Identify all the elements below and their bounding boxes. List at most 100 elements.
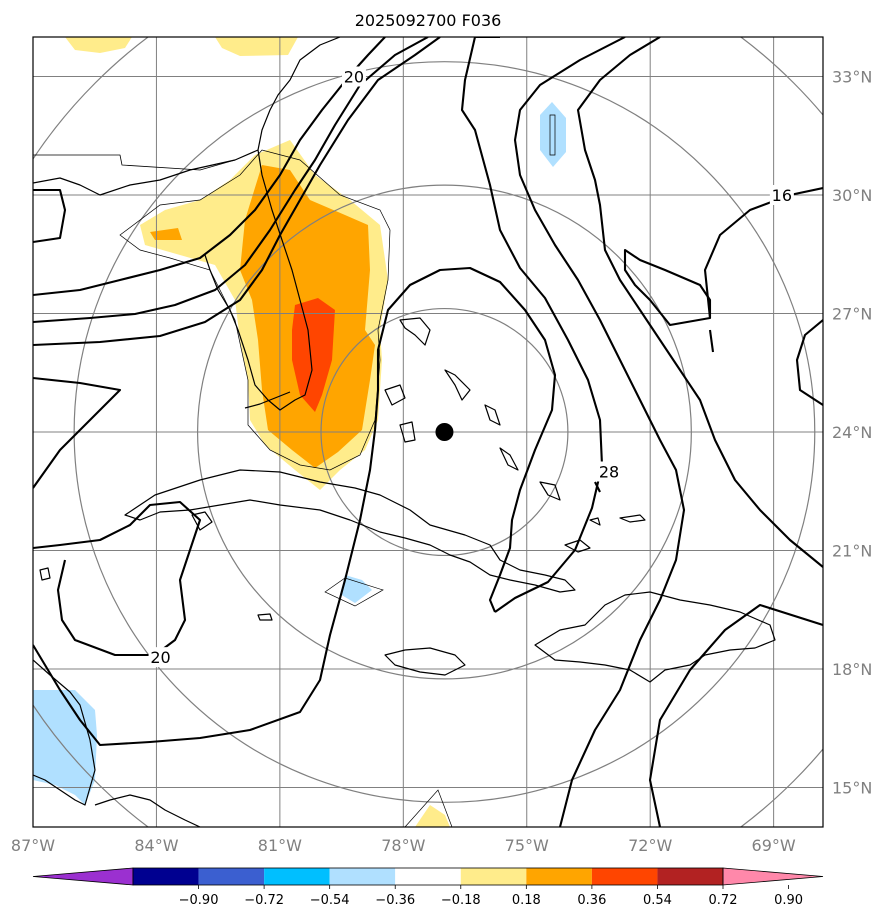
colorbar-label-1: −0.72 [244, 893, 284, 908]
coast-bahamas-1 [399, 317, 431, 346]
contour-line-14 [795, 319, 823, 406]
contour-line-4 [33, 376, 122, 489]
coast-bahamas-3 [384, 384, 406, 406]
shade-yellow-bottom [415, 805, 450, 827]
coast-bahamas-6 [499, 447, 519, 471]
colorbar-segment-7 [591, 868, 658, 885]
coastlines [33, 37, 776, 827]
contour-line-5 [33, 188, 67, 244]
coast-bahamas-7 [539, 481, 561, 501]
colorbar-label-9: 0.90 [774, 893, 803, 908]
colorbar-extend-low [32, 867, 134, 886]
outline-atlantic-rect [549, 114, 556, 156]
coast-bahamas-4 [399, 421, 416, 443]
coast-small-3 [39, 567, 51, 581]
colorbar-segment-8 [657, 868, 723, 885]
longitude-labels: 87°W 84°W 81°W 78°W 75°W 72°W 69°W [11, 836, 796, 855]
lon-label-0: 87°W [11, 836, 55, 855]
coast-gulf-north [33, 154, 236, 171]
contour-lines [33, 37, 823, 827]
lat-label-6: 33°N [832, 68, 872, 87]
shaded-field-positive [65, 37, 450, 827]
colorbar-segment-2 [264, 868, 330, 885]
storm-center-marker [435, 423, 454, 441]
contour-label-3: 20 [150, 648, 170, 667]
lat-label-1: 18°N [832, 660, 872, 679]
coast-bahamas-2 [444, 369, 471, 401]
outline-bottom-triangle [404, 789, 453, 827]
colorbar-segment-0 [133, 868, 199, 885]
coast-central-america [94, 794, 201, 827]
contour-label-2: 28 [599, 463, 619, 482]
coast-small-2 [619, 514, 646, 523]
coast-cuba [124, 469, 576, 593]
lat-label-2: 21°N [832, 542, 872, 561]
contour-line-left-loop [33, 500, 202, 657]
coast-key-west [244, 391, 291, 409]
colorbar-label-3: −0.36 [375, 893, 415, 908]
colorbar-frame [132, 867, 724, 886]
lon-label-3: 78°W [381, 836, 425, 855]
lon-label-5: 72°W [628, 836, 672, 855]
contour-label-bg-0 [341, 66, 366, 87]
lon-label-1: 84°W [134, 836, 178, 855]
lat-label-0: 15°N [832, 779, 872, 798]
coast-jamaica [384, 647, 466, 676]
contour-line-3 [33, 37, 441, 347]
shade-red-florida [292, 298, 335, 412]
coast-caicos [564, 539, 591, 553]
contour-label-bg-1 [769, 185, 794, 205]
contour-label-1: 16 [772, 186, 792, 205]
colorbar-segment-1 [198, 868, 265, 885]
figure-title: 2025092700 F036 [355, 11, 502, 30]
colorbar: −0.90 −0.72 −0.54 −0.36 −0.18 0.18 0.36 0.54 0.7… [32, 867, 824, 908]
lat-label-3: 24°N [832, 423, 872, 442]
colorbar-extend-high [722, 867, 824, 886]
colorbar-label-7: 0.54 [643, 893, 672, 908]
contour-line-9 [513, 37, 686, 827]
contour-line-7 [460, 37, 604, 613]
colorbar-label-6: 0.36 [577, 893, 606, 908]
lon-label-6: 69°W [752, 836, 796, 855]
contour-label-bg-3 [148, 647, 173, 668]
contour-label-bg-2 [597, 461, 622, 482]
colorbar-label-0: −0.90 [179, 893, 219, 908]
shade-orange-small [150, 228, 182, 240]
lat-label-5: 30°N [832, 186, 872, 205]
coast-florida [33, 37, 341, 196]
contour-line-11 [576, 37, 823, 568]
coast-hispaniola [534, 591, 776, 683]
colorbar-segment-4 [395, 868, 461, 885]
coast-yucatan [33, 659, 96, 806]
contour-line-6 [33, 266, 557, 747]
colorbar-segment-6 [526, 868, 592, 885]
colorbar-label-8: 0.72 [709, 893, 738, 908]
latitude-labels: 15°N 18°N 21°N 24°N 27°N 30°N 33°N [832, 68, 872, 798]
plot-frame [32, 36, 824, 828]
coast-small-1 [589, 517, 601, 526]
shade-blue-cuba [340, 575, 372, 603]
lon-label-2: 81°W [258, 836, 302, 855]
colorbar-label-5: 0.18 [512, 893, 541, 908]
contour-label-0: 20 [344, 68, 364, 87]
contour-labels: 20 16 28 20 [148, 66, 794, 668]
outline-cuba-diamond [324, 577, 384, 607]
colorbar-label-2: −0.54 [310, 893, 350, 908]
contour-line-12 [623, 248, 712, 327]
shade-yellow-top1 [65, 37, 132, 53]
contour-line-10 [648, 603, 823, 827]
shade-yellow-top2 [215, 37, 298, 56]
colorbar-label-4: −0.18 [441, 893, 481, 908]
contour-line-16 [594, 481, 601, 493]
lat-label-4: 27°N [832, 305, 872, 324]
contour-line-13 [703, 186, 823, 319]
coast-small-4 [257, 613, 273, 621]
colorbar-segment-5 [460, 868, 527, 885]
colorbar-segment-3 [329, 868, 396, 885]
contour-line-15 [708, 329, 715, 353]
coast-bahamas-5 [484, 404, 501, 426]
shade-blue-atlantic [540, 102, 566, 167]
lon-label-4: 75°W [505, 836, 549, 855]
